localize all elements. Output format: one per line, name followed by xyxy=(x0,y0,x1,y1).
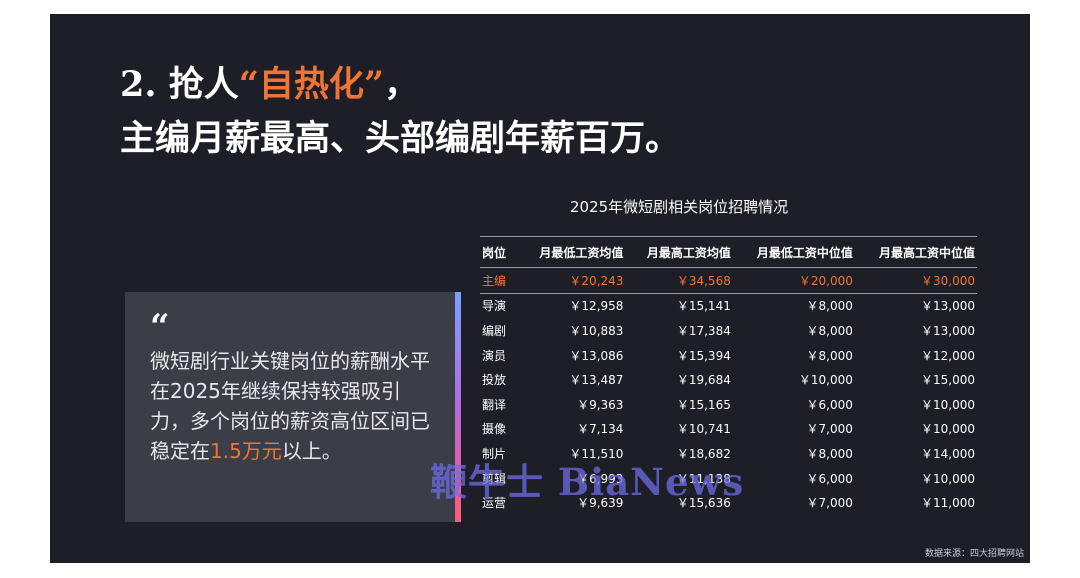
cell-max-avg: ￥34,568 xyxy=(625,267,733,294)
recruitment-table: 岗位 月最低工资均值 月最高工资均值 月最低工资中位值 月最高工资中位值 主编 … xyxy=(480,236,977,515)
headline-prefix: 2. 抢人 xyxy=(120,64,239,105)
cell-max-median: ￥12,000 xyxy=(921,348,975,363)
cell-position: 编剧 xyxy=(482,323,507,338)
quote-mark-icon: “ xyxy=(150,307,170,347)
cell-min-avg: ￥11,510 xyxy=(569,446,624,461)
headline: 2. 抢人“自热化”， 主编月薪最高、头部编剧年薪百万。 xyxy=(120,58,680,166)
cell-max-median: ￥30,000 xyxy=(854,267,977,294)
header-max-median: 月最高工资中位值 xyxy=(854,236,977,268)
header-min-median: 月最低工资中位值 xyxy=(732,236,855,268)
cell-min-avg: ￥12,958 xyxy=(569,299,624,314)
cell-max-median: ￥11,000 xyxy=(921,496,975,511)
cell-min-avg: ￥6,993 xyxy=(577,471,624,486)
table-row: 导演 ￥12,958 ￥15,141 ￥8,000 ￥13,000 xyxy=(480,293,977,318)
cell-max-median: ￥15,000 xyxy=(921,373,975,388)
cell-position: 摄像 xyxy=(482,422,507,437)
cell-max-median: ￥10,000 xyxy=(921,397,975,412)
cell-max-median: ￥13,000 xyxy=(921,299,975,314)
cell-position: 剪辑 xyxy=(482,471,507,486)
quote-text: 微短剧行业关键岗位的薪酬水平在2025年继续保持较强吸引力，多个岗位的薪资高位区… xyxy=(150,346,430,466)
header-position: 岗位 xyxy=(480,236,518,268)
quote-accent-bar xyxy=(455,292,461,522)
cell-min-median: ￥20,000 xyxy=(732,267,855,294)
quote-highlight: 1.5万元 xyxy=(210,439,282,463)
cell-max-avg: ￥19,684 xyxy=(676,373,731,388)
cell-min-median: ￥7,000 xyxy=(806,422,853,437)
cell-min-avg: ￥20,243 xyxy=(518,267,626,294)
cell-max-median: ￥10,000 xyxy=(921,471,975,486)
slide: 2. 抢人“自热化”， 主编月薪最高、头部编剧年薪百万。 “ 微短剧行业关键岗位… xyxy=(50,14,1030,563)
cell-min-median: ￥8,000 xyxy=(806,348,853,363)
cell-max-avg: ￥15,141 xyxy=(676,299,731,314)
table-row: 演员 ￥13,086 ￥15,394 ￥8,000 ￥12,000 xyxy=(480,343,977,368)
cell-min-median: ￥8,000 xyxy=(806,446,853,461)
table-row: 编剧 ￥10,883 ￥17,384 ￥8,000 ￥13,000 xyxy=(480,318,977,343)
table-row: 摄像 ￥7,134 ￥10,741 ￥7,000 ￥10,000 xyxy=(480,417,977,442)
headline-accent: “自热化” xyxy=(238,64,384,105)
cell-min-median: ￥10,000 xyxy=(798,373,853,388)
table-row: 翻译 ￥9,363 ￥15,165 ￥6,000 ￥10,000 xyxy=(480,392,977,417)
table-row: 剪辑 ￥6,993 ￥11,138 ￥6,000 ￥10,000 xyxy=(480,466,977,491)
cell-max-avg: ￥10,741 xyxy=(676,422,731,437)
cell-max-avg: ￥15,394 xyxy=(676,348,731,363)
headline-line-1: 2. 抢人“自热化”， xyxy=(120,58,680,112)
cell-position: 投放 xyxy=(482,373,507,388)
cell-min-avg: ￥9,363 xyxy=(577,397,624,412)
headline-line-2: 主编月薪最高、头部编剧年薪百万。 xyxy=(120,118,681,159)
cell-position: 演员 xyxy=(482,348,507,363)
table-row: 运营 ￥9,639 ￥15,636 ￥7,000 ￥11,000 xyxy=(480,490,977,515)
cell-min-median: ￥7,000 xyxy=(806,496,853,511)
cell-min-median: ￥6,000 xyxy=(806,397,853,412)
header-max-avg: 月最高工资均值 xyxy=(625,236,733,268)
table-title: 2025年微短剧相关岗位招聘情况 xyxy=(570,198,789,216)
cell-max-median: ￥13,000 xyxy=(921,323,975,338)
table-row: 主编 ￥20,243 ￥34,568 ￥20,000 ￥30,000 xyxy=(480,267,977,294)
cell-min-avg: ￥9,639 xyxy=(577,496,624,511)
source-note: 数据来源：四大招聘网站 xyxy=(924,549,1024,559)
cell-max-avg: ￥15,636 xyxy=(676,496,731,511)
cell-position: 运营 xyxy=(482,496,507,511)
cell-max-avg: ￥11,138 xyxy=(676,471,731,486)
quote-text-after: 以上。 xyxy=(281,439,342,463)
quote-text-before: 微短剧行业关键岗位的薪酬水平在2025年继续保持较强吸引力，多个岗位的薪资高位区… xyxy=(150,349,430,463)
headline-suffix: ， xyxy=(384,64,420,105)
quote-box xyxy=(125,292,455,522)
cell-min-avg: ￥7,134 xyxy=(577,422,624,437)
cell-min-median: ￥8,000 xyxy=(806,299,853,314)
table-row: 投放 ￥13,487 ￥19,684 ￥10,000 ￥15,000 xyxy=(480,367,977,392)
cell-max-avg: ￥17,384 xyxy=(676,323,731,338)
cell-position: 翻译 xyxy=(482,397,507,412)
cell-min-median: ￥6,000 xyxy=(806,471,853,486)
cell-max-avg: ￥15,165 xyxy=(676,397,731,412)
cell-position: 导演 xyxy=(482,299,507,314)
cell-min-avg: ￥10,883 xyxy=(569,323,624,338)
cell-max-median: ￥10,000 xyxy=(921,422,975,437)
header-min-avg: 月最低工资均值 xyxy=(518,236,626,268)
cell-min-avg: ￥13,086 xyxy=(569,348,624,363)
table-header-row: 岗位 月最低工资均值 月最高工资均值 月最低工资中位值 月最高工资中位值 xyxy=(480,236,977,268)
table-row: 制片 ￥11,510 ￥18,682 ￥8,000 ￥14,000 xyxy=(480,441,977,466)
cell-min-avg: ￥13,487 xyxy=(569,373,624,388)
cell-max-median: ￥14,000 xyxy=(921,446,975,461)
cell-position: 主编 xyxy=(480,267,518,294)
cell-min-median: ￥8,000 xyxy=(806,323,853,338)
watermark: 鞭牛士 BiaNews xyxy=(430,460,745,504)
cell-position: 制片 xyxy=(482,446,507,461)
cell-max-avg: ￥18,682 xyxy=(676,446,731,461)
